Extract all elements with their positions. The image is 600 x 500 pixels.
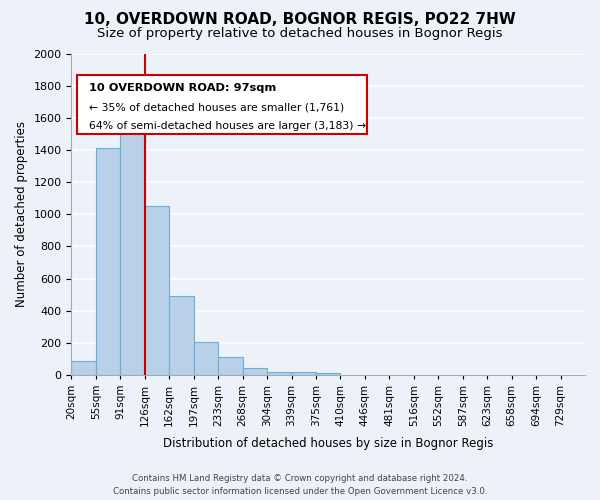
Bar [242, 368, 267, 374]
Bar [194, 342, 218, 374]
Bar [169, 296, 194, 374]
Bar [292, 372, 316, 374]
Text: 10, OVERDOWN ROAD, BOGNOR REGIS, PO22 7HW: 10, OVERDOWN ROAD, BOGNOR REGIS, PO22 7H… [84, 12, 516, 28]
X-axis label: Distribution of detached houses by size in Bognor Regis: Distribution of detached houses by size … [163, 437, 493, 450]
Text: Size of property relative to detached houses in Bognor Regis: Size of property relative to detached ho… [97, 28, 503, 40]
Bar [71, 361, 96, 374]
Bar [96, 148, 121, 374]
Bar [316, 373, 340, 374]
Text: ← 35% of detached houses are smaller (1,761): ← 35% of detached houses are smaller (1,… [89, 102, 344, 112]
Bar [145, 206, 169, 374]
Bar [121, 116, 145, 374]
Text: 64% of semi-detached houses are larger (3,183) →: 64% of semi-detached houses are larger (… [89, 122, 367, 132]
Text: 10 OVERDOWN ROAD: 97sqm: 10 OVERDOWN ROAD: 97sqm [89, 83, 277, 93]
Bar [218, 357, 242, 374]
FancyBboxPatch shape [77, 75, 367, 134]
Text: Contains HM Land Registry data © Crown copyright and database right 2024.
Contai: Contains HM Land Registry data © Crown c… [113, 474, 487, 496]
Y-axis label: Number of detached properties: Number of detached properties [15, 122, 28, 308]
Bar [267, 372, 292, 374]
